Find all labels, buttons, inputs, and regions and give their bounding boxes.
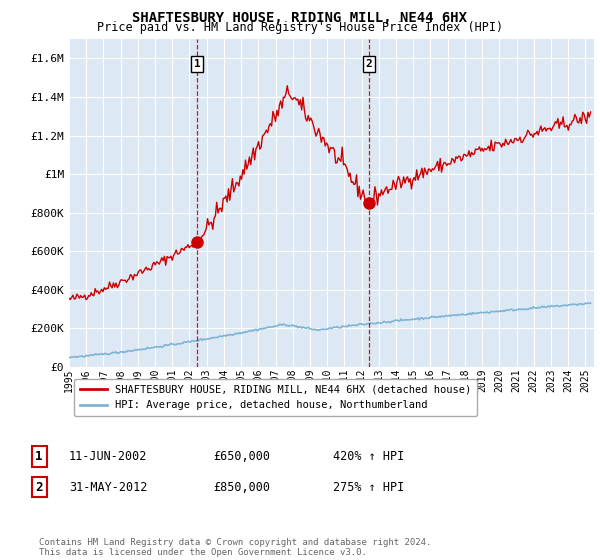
Text: 275% ↑ HPI: 275% ↑ HPI	[333, 480, 404, 494]
Text: 420% ↑ HPI: 420% ↑ HPI	[333, 450, 404, 463]
Text: Contains HM Land Registry data © Crown copyright and database right 2024.
This d: Contains HM Land Registry data © Crown c…	[39, 538, 431, 557]
Text: 2: 2	[35, 480, 43, 494]
Text: Price paid vs. HM Land Registry's House Price Index (HPI): Price paid vs. HM Land Registry's House …	[97, 21, 503, 34]
Text: 2: 2	[365, 59, 372, 69]
Legend: SHAFTESBURY HOUSE, RIDING MILL, NE44 6HX (detached house), HPI: Average price, d: SHAFTESBURY HOUSE, RIDING MILL, NE44 6HX…	[74, 379, 478, 417]
Text: £650,000: £650,000	[213, 450, 270, 463]
Text: 31-MAY-2012: 31-MAY-2012	[69, 480, 148, 494]
Text: 11-JUN-2002: 11-JUN-2002	[69, 450, 148, 463]
Text: SHAFTESBURY HOUSE, RIDING MILL, NE44 6HX: SHAFTESBURY HOUSE, RIDING MILL, NE44 6HX	[133, 11, 467, 25]
Text: 1: 1	[194, 59, 200, 69]
Text: £850,000: £850,000	[213, 480, 270, 494]
Text: 1: 1	[35, 450, 43, 463]
